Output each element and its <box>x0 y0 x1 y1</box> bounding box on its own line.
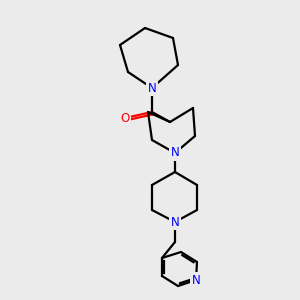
Text: N: N <box>171 215 179 229</box>
Text: O: O <box>120 112 130 124</box>
Text: N: N <box>148 82 156 94</box>
Text: N: N <box>192 274 200 286</box>
Text: N: N <box>171 146 179 160</box>
